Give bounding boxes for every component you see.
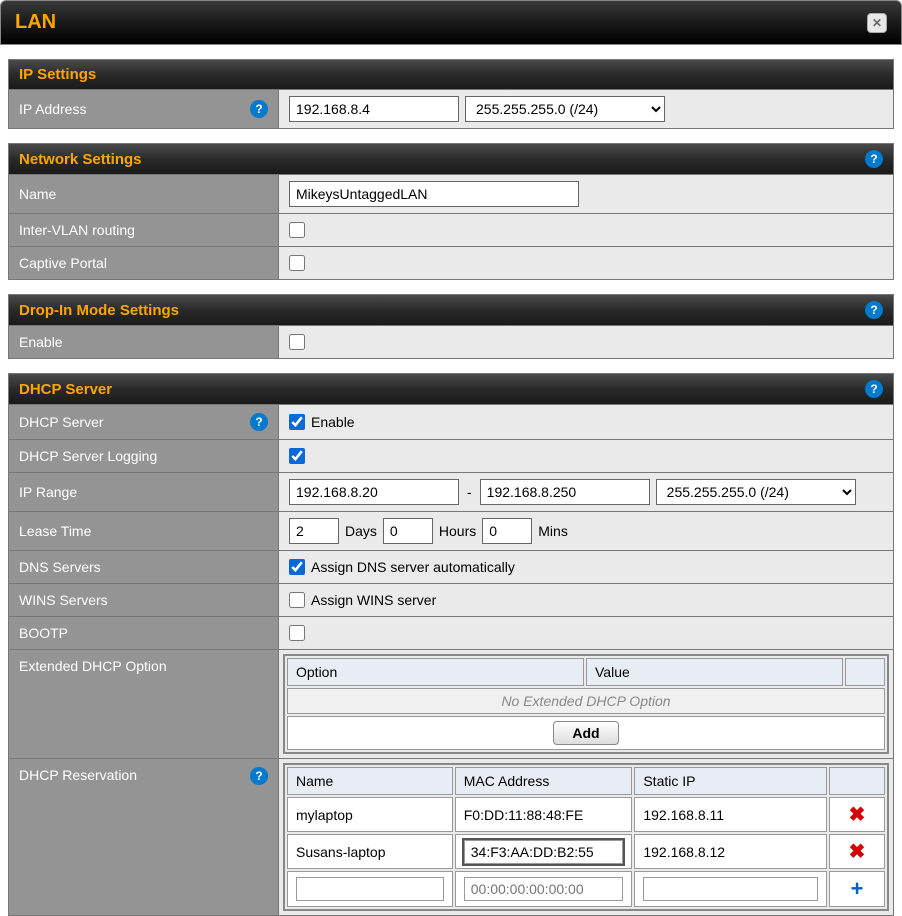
wins-checkbox[interactable] — [289, 592, 305, 608]
help-icon[interactable]: ? — [250, 100, 268, 118]
dhcp-logging-label: DHCP Server Logging — [19, 448, 157, 464]
ext-add-button[interactable]: Add — [553, 721, 618, 745]
lease-hours-input[interactable] — [383, 518, 433, 544]
subnet-select[interactable]: 255.255.255.0 (/24) — [465, 96, 665, 122]
res-mac-input[interactable] — [464, 840, 624, 864]
res-new-ip-input[interactable] — [643, 877, 818, 901]
hours-unit: Hours — [439, 523, 476, 539]
res-col-mac: MAC Address — [455, 767, 633, 795]
panel-title: Drop-In Mode Settings — [19, 302, 179, 319]
ext-col-action — [845, 658, 885, 686]
res-new-mac-input[interactable] — [464, 877, 624, 901]
dhcp-enable-checkbox[interactable] — [289, 414, 305, 430]
dash: - — [467, 484, 472, 500]
captive-label: Captive Portal — [19, 255, 107, 271]
ip-address-row: IP Address ? 255.255.255.0 (/24) — [9, 89, 893, 128]
res-name: mylaptop — [287, 797, 453, 832]
wins-text: Assign WINS server — [311, 592, 436, 608]
ext-col-value: Value — [586, 658, 843, 686]
window-titlebar: LAN ✕ — [0, 0, 902, 45]
ip-range-label: IP Range — [19, 484, 77, 500]
panel-title: IP Settings — [19, 66, 96, 83]
panel-title: Network Settings — [19, 151, 142, 168]
ip-address-label: IP Address — [19, 101, 86, 117]
res-ip: 192.168.8.12 — [634, 834, 827, 869]
reservation-table: Name MAC Address Static IP mylaptop F0:D… — [283, 763, 889, 911]
name-label: Name — [19, 186, 56, 202]
range-subnet-select[interactable]: 255.255.255.0 (/24) — [656, 479, 856, 505]
window-title: LAN — [15, 11, 56, 34]
range-start-input[interactable] — [289, 479, 459, 505]
intervlan-label: Inter-VLAN routing — [19, 222, 135, 238]
range-end-input[interactable] — [480, 479, 650, 505]
help-icon[interactable]: ? — [250, 767, 268, 785]
lease-mins-input[interactable] — [482, 518, 532, 544]
panel-title: DHCP Server — [19, 381, 112, 398]
reservation-label: DHCP Reservation — [19, 767, 137, 783]
lease-label: Lease Time — [19, 523, 91, 539]
add-icon[interactable]: + — [851, 876, 864, 901]
res-new-name-input[interactable] — [296, 877, 444, 901]
network-settings-header: Network Settings ? — [9, 144, 893, 174]
captive-checkbox[interactable] — [289, 255, 305, 271]
dhcp-header: DHCP Server ? — [9, 374, 893, 404]
mins-unit: Mins — [538, 523, 568, 539]
res-mac: F0:DD:11:88:48:FE — [455, 797, 633, 832]
bootp-label: BOOTP — [19, 625, 68, 641]
bootp-checkbox[interactable] — [289, 625, 305, 641]
dns-auto-checkbox[interactable] — [289, 559, 305, 575]
lease-days-input[interactable] — [289, 518, 339, 544]
res-ip: 192.168.8.11 — [634, 797, 827, 832]
wins-label: WINS Servers — [19, 592, 108, 608]
ip-settings-panel: IP Settings IP Address ? 255.255.255.0 (… — [8, 59, 894, 129]
help-icon[interactable]: ? — [865, 150, 883, 168]
days-unit: Days — [345, 523, 377, 539]
help-icon[interactable]: ? — [250, 413, 268, 431]
dropin-panel: Drop-In Mode Settings ? Enable — [8, 294, 894, 359]
delete-icon[interactable]: ✖ — [849, 841, 866, 863]
res-col-ip: Static IP — [634, 767, 827, 795]
close-icon[interactable]: ✕ — [867, 13, 887, 33]
ip-address-input[interactable] — [289, 96, 459, 122]
network-settings-panel: Network Settings ? Name Inter-VLAN routi… — [8, 143, 894, 280]
dropin-header: Drop-In Mode Settings ? — [9, 295, 893, 325]
help-icon[interactable]: ? — [865, 301, 883, 319]
ext-col-option: Option — [287, 658, 584, 686]
res-col-name: Name — [287, 767, 453, 795]
ext-dhcp-table: Option Value No Extended DHCP Option Add — [283, 654, 889, 754]
dropin-enable-checkbox[interactable] — [289, 334, 305, 350]
ext-dhcp-label: Extended DHCP Option — [19, 658, 167, 674]
ip-settings-header: IP Settings — [9, 60, 893, 89]
dropin-enable-label: Enable — [19, 334, 63, 350]
reservation-row: Susans-laptop 192.168.8.12 ✖ — [287, 834, 885, 869]
res-name: Susans-laptop — [287, 834, 453, 869]
reservation-row: mylaptop F0:DD:11:88:48:FE 192.168.8.11 … — [287, 797, 885, 832]
dns-label: DNS Servers — [19, 559, 101, 575]
dhcp-server-label: DHCP Server — [19, 414, 104, 430]
delete-icon[interactable]: ✖ — [849, 804, 866, 826]
dns-auto-text: Assign DNS server automatically — [311, 559, 515, 575]
res-col-action — [829, 767, 885, 795]
intervlan-checkbox[interactable] — [289, 222, 305, 238]
ext-empty-msg: No Extended DHCP Option — [287, 688, 885, 714]
network-name-input[interactable] — [289, 181, 579, 207]
reservation-new-row: + — [287, 871, 885, 907]
help-icon[interactable]: ? — [865, 380, 883, 398]
dhcp-logging-checkbox[interactable] — [289, 448, 305, 464]
dhcp-enable-text: Enable — [311, 414, 355, 430]
